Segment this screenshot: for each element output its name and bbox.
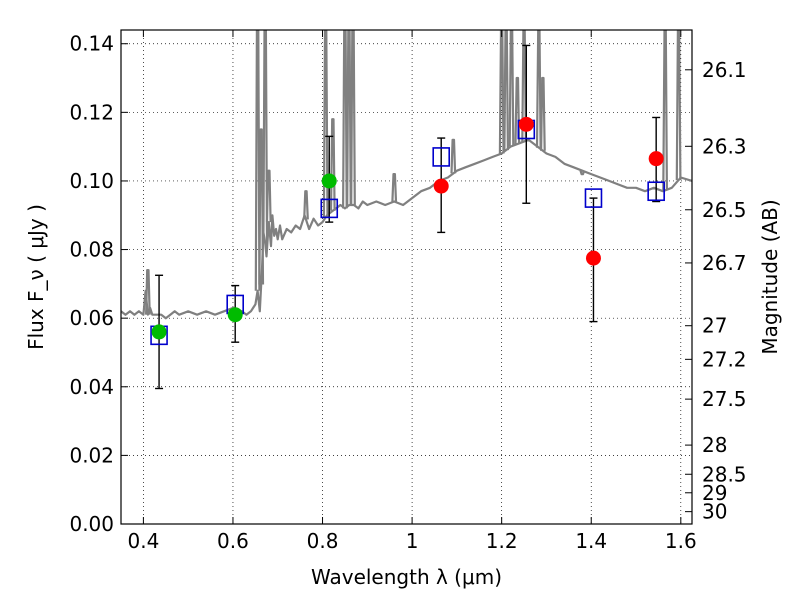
plot-background	[121, 30, 692, 524]
emission-line-spike	[540, 76, 546, 151]
x-axis-label: Wavelength λ (μm)	[311, 565, 502, 589]
magnitude-tick-label: 26.1	[702, 58, 747, 82]
x-tick-label: 0.4	[127, 529, 159, 553]
emission-line-spike	[675, 30, 682, 181]
emission-line-spike	[303, 190, 309, 220]
model-flux-square	[584, 188, 603, 208]
y2-axis-label: Magnitude (AB)	[758, 199, 782, 354]
y-tick-label: 0.10	[69, 169, 114, 193]
magnitude-tick-label: 26.7	[702, 251, 747, 275]
measured-flux-point	[433, 178, 449, 194]
magnitude-tick-label: 28.5	[702, 462, 747, 486]
model-flux-square	[647, 181, 665, 202]
emission-line-spike	[579, 170, 586, 176]
magnitude-tick-label: 28	[702, 433, 727, 457]
emission-line-spike	[514, 76, 521, 145]
magnitude-tick-label: 29	[702, 481, 727, 505]
model-flux-square	[432, 147, 451, 167]
plot-area	[121, 30, 692, 390]
x-tick-label: 1.2	[486, 529, 518, 553]
emission-line-spike	[346, 30, 352, 206]
x-tick-label: 0.6	[217, 529, 249, 553]
emission-line-spike	[329, 118, 336, 211]
magnitude-tick-label: 26.3	[702, 134, 747, 158]
emission-line-spike	[322, 30, 329, 218]
magnitude-tick-label: 27.2	[702, 347, 747, 371]
y-tick-label: 0.00	[69, 512, 114, 536]
magnitude-tick-label: 27	[702, 314, 727, 338]
y-tick-label: 0.12	[69, 100, 114, 124]
emission-line-spike	[450, 138, 457, 174]
emission-line-spike	[350, 30, 356, 206]
x-tick-label: 1.6	[665, 529, 697, 553]
emission-line-spike	[662, 30, 668, 191]
emission-line-spike	[508, 30, 515, 147]
x-tick-label: 1.4	[575, 529, 607, 553]
y-tick-label: 0.04	[69, 375, 114, 399]
emission-line-spike	[262, 30, 269, 243]
plot-frame	[120, 29, 693, 525]
x-tick-label: 1	[406, 529, 419, 553]
emission-line-spike	[254, 30, 261, 291]
y-tick-label: 0.02	[69, 443, 114, 467]
model-flux-square	[320, 198, 339, 219]
measured-flux-point	[585, 250, 601, 266]
emission-line-spike	[521, 30, 527, 142]
x-tick-label: 0.8	[307, 529, 339, 553]
y-axis-label: Flux F_ν ( μJy )	[24, 204, 48, 350]
measured-flux-point	[151, 324, 167, 340]
emission-line-spike	[342, 30, 348, 209]
magnitude-tick-label: 30	[702, 500, 727, 524]
measured-flux-point	[321, 173, 337, 189]
measured-flux-point	[227, 307, 243, 323]
y-tick-label: 0.08	[69, 238, 114, 262]
magnitude-tick-label: 26.5	[702, 198, 747, 222]
emission-line-spike	[391, 173, 398, 202]
emission-line-spike	[265, 169, 272, 223]
emission-line-spike	[535, 30, 542, 148]
emission-line-spike	[258, 128, 265, 285]
measured-flux-point	[648, 151, 664, 167]
y-tick-label: 0.06	[69, 306, 114, 330]
magnitude-tick-label: 27.5	[702, 387, 747, 411]
emission-line-spike	[498, 30, 505, 154]
emission-line-spike	[503, 30, 509, 151]
y-tick-label: 0.14	[69, 32, 114, 56]
measured-flux-point	[518, 116, 534, 132]
spectrum-line	[121, 138, 692, 320]
emission-line-spike	[145, 269, 151, 315]
